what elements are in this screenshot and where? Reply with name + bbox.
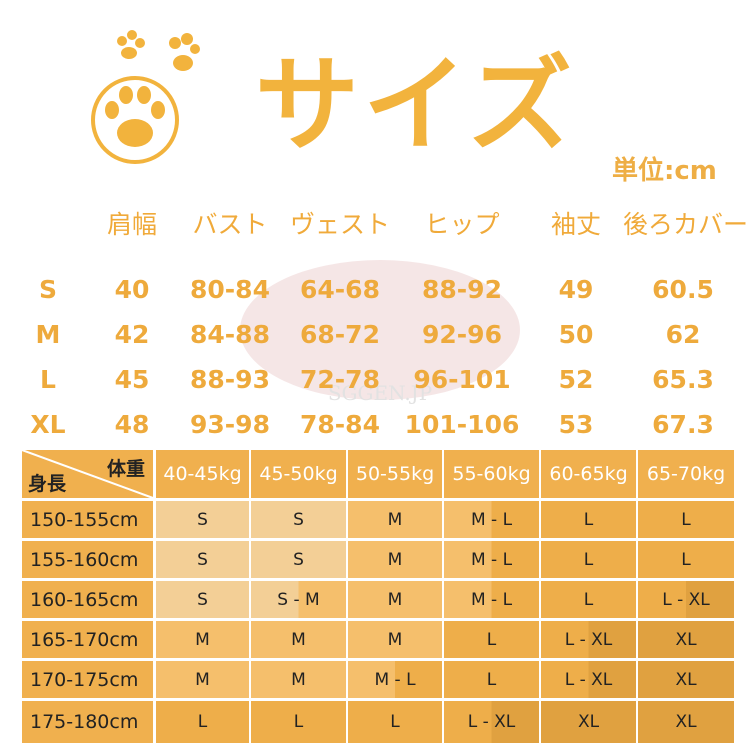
height-label: 155-160cm <box>22 541 153 578</box>
measure-cell: 65.3 <box>652 365 714 394</box>
size-cell: M <box>348 501 442 538</box>
size-cell: S <box>156 541 249 578</box>
weight-header: 50-55kg <box>348 450 442 498</box>
weight-header: 45-50kg <box>251 450 346 498</box>
measure-cell: 72-78 <box>300 365 380 394</box>
measure-cell: XL <box>30 410 66 439</box>
measure-cell: 88-93 <box>190 365 270 394</box>
size-cell: XL <box>638 701 734 743</box>
size-cell: M <box>156 661 249 698</box>
measure-header: 袖丈 <box>550 210 601 239</box>
measure-cell: 49 <box>558 275 594 304</box>
height-label: 175-180cm <box>22 701 153 743</box>
height-label: 160-165cm <box>22 581 153 618</box>
measure-cell: 60.5 <box>652 275 714 304</box>
size-cell: M - L <box>444 501 539 538</box>
measure-header: ヴェスト <box>289 210 390 239</box>
measure-header: バスト <box>192 210 268 239</box>
size-cell: L - XL <box>541 661 636 698</box>
size-cell: XL <box>638 661 734 698</box>
measure-cell: S <box>38 275 57 304</box>
size-cell: S <box>156 581 249 618</box>
size-cell: L <box>251 701 346 743</box>
measure-cell: 80-84 <box>190 275 270 304</box>
size-cell: M - L <box>348 661 442 698</box>
measure-cell: 52 <box>558 365 594 394</box>
size-cell: L <box>348 701 442 743</box>
measure-cell: 40 <box>114 275 150 304</box>
size-cell: M <box>348 621 442 658</box>
measure-header: ヒップ <box>424 210 500 239</box>
measure-cell: 48 <box>114 410 150 439</box>
measure-row: S 40 80-84 64-68 88-92 49 60.5 <box>0 270 753 310</box>
size-cell: M <box>156 621 249 658</box>
measure-cell: 101-106 <box>404 410 520 439</box>
measure-row: L 45 88-93 72-78 96-101 52 65.3 <box>0 360 753 400</box>
height-label: 170-175cm <box>22 661 153 698</box>
size-cell: XL <box>638 621 734 658</box>
size-cell: M <box>251 661 346 698</box>
weight-header: 65-70kg <box>638 450 734 498</box>
watermark-logo: SGGEN.JP <box>240 260 520 405</box>
page-title: サイズ <box>255 44 576 166</box>
measure-header: 肩幅 <box>106 210 157 239</box>
size-cell: L <box>444 661 539 698</box>
diagonal-divider <box>22 450 153 498</box>
size-cell: L - XL <box>444 701 539 743</box>
measure-cell: 53 <box>558 410 594 439</box>
measure-cell: M <box>35 320 61 349</box>
size-cell: L <box>638 541 734 578</box>
size-cell: M <box>251 621 346 658</box>
height-label: 150-155cm <box>22 501 153 538</box>
measure-cell: 50 <box>558 320 594 349</box>
size-cell: S - M <box>251 581 346 618</box>
size-cell: XL <box>541 701 636 743</box>
corner-weight-label: 体重 <box>106 458 145 480</box>
size-cell: L <box>541 581 636 618</box>
size-cell: L <box>638 501 734 538</box>
size-cell: M - L <box>444 581 539 618</box>
measure-row: XL 48 93-98 78-84 101-106 53 67.3 <box>0 405 753 445</box>
size-cell: L <box>541 541 636 578</box>
measure-cell: 67.3 <box>652 410 714 439</box>
measure-cell: 78-84 <box>300 410 380 439</box>
weight-header: 40-45kg <box>156 450 249 498</box>
measure-cell: 45 <box>114 365 150 394</box>
measure-cell: 93-98 <box>190 410 270 439</box>
size-cell: L <box>541 501 636 538</box>
measure-row: M 42 84-88 68-72 92-96 50 62 <box>0 315 753 355</box>
measure-cell: 62 <box>665 320 701 349</box>
weight-header: 60-65kg <box>541 450 636 498</box>
size-cell: S <box>156 501 249 538</box>
size-cell: S <box>251 501 346 538</box>
measure-header-row: 肩幅 バスト ヴェスト ヒップ 袖丈 後ろカバー <box>0 205 753 245</box>
size-cell: L <box>444 621 539 658</box>
size-cell: L - XL <box>541 621 636 658</box>
measure-cell: 64-68 <box>300 275 380 304</box>
size-cell: M - L <box>444 541 539 578</box>
height-label: 165-170cm <box>22 621 153 658</box>
size-cell: M <box>348 541 442 578</box>
size-cell: M <box>348 581 442 618</box>
measure-cell: 92-96 <box>422 320 502 349</box>
measure-cell: 84-88 <box>190 320 270 349</box>
measure-cell: L <box>40 365 56 394</box>
svg-text:SGGEN.JP: SGGEN.JP <box>328 381 432 405</box>
corner-height-label: 身長 <box>28 473 67 495</box>
size-cell: L - XL <box>638 581 734 618</box>
measure-cell: 88-92 <box>422 275 502 304</box>
weight-header: 55-60kg <box>444 450 539 498</box>
paw-print-icon <box>91 30 200 164</box>
measure-cell: 42 <box>114 320 150 349</box>
unit-label: 単位:cm <box>612 156 717 186</box>
measure-header: 後ろカバー <box>623 210 749 239</box>
size-cell: L <box>156 701 249 743</box>
measure-cell: 96-101 <box>413 365 511 394</box>
measure-cell: 68-72 <box>300 320 380 349</box>
corner-header: 体重身長 <box>22 450 153 498</box>
size-cell: S <box>251 541 346 578</box>
